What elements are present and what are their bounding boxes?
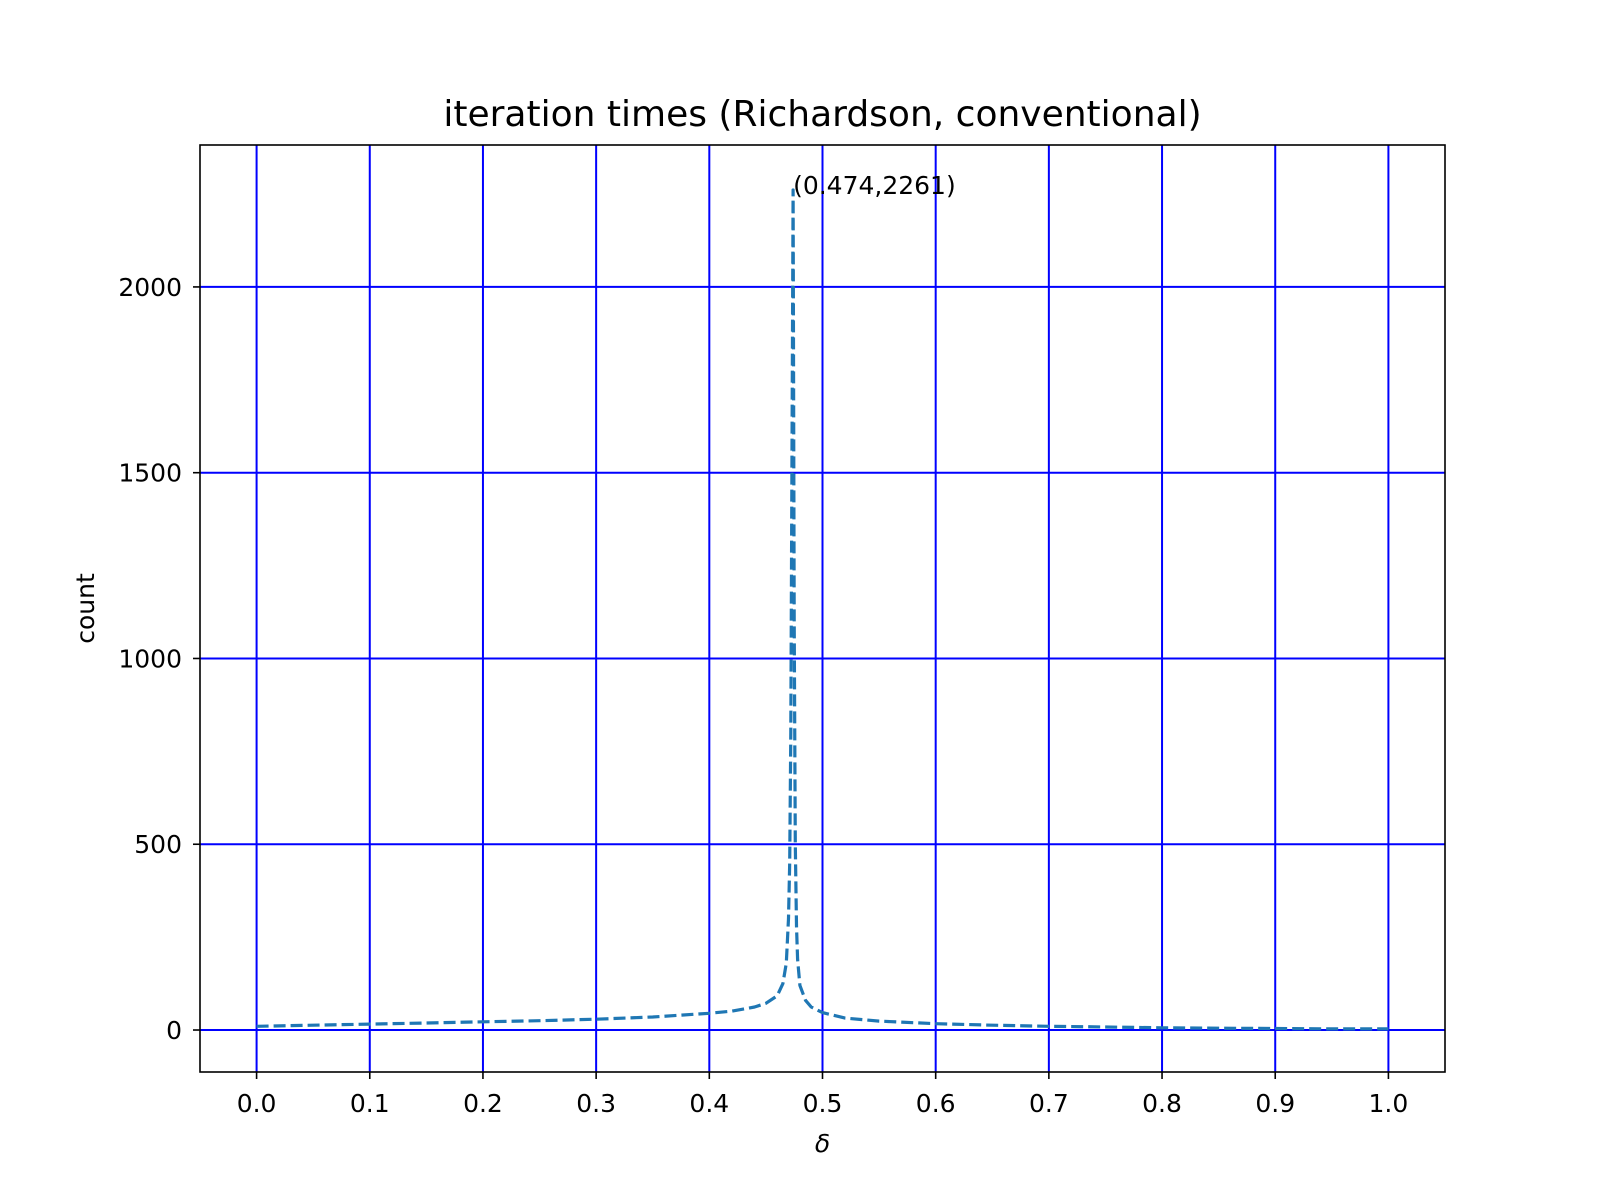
x-tick-label: 0.8: [1142, 1089, 1182, 1118]
x-tick-label: 0.9: [1255, 1089, 1295, 1118]
peak-annotation: (0.474,2261): [793, 171, 956, 200]
y-tick-label: 0: [166, 1016, 182, 1045]
y-tick-label: 500: [134, 830, 182, 859]
series-line: [256, 188, 1389, 1031]
chart-title: iteration times (Richardson, conventiona…: [443, 94, 1201, 135]
x-tick-label: 0.6: [916, 1089, 956, 1118]
y-tick-label: 1000: [118, 644, 182, 673]
y-tick-label: 2000: [118, 273, 182, 302]
x-tick-label: 1.0: [1369, 1089, 1409, 1118]
x-tick-label: 0.5: [803, 1089, 843, 1118]
x-tick-label: 0.3: [576, 1089, 616, 1118]
y-tick-label: 1500: [118, 459, 182, 488]
x-tick-label: 0.0: [237, 1089, 277, 1118]
x-axis-label: δ: [815, 1129, 830, 1158]
x-tick-label: 0.7: [1029, 1089, 1069, 1118]
ticks: 0.0 0.1 0.2 0.3 0.4 0.5 0.6 0.7 0.8 0.9 1.0 0 500 100…: [118, 273, 1408, 1118]
x-tick-label: 0.1: [350, 1089, 390, 1118]
x-tick-label: 0.4: [689, 1089, 729, 1118]
grid: [200, 145, 1445, 1072]
series-layer: [256, 188, 1389, 1031]
x-tick-label: 0.2: [463, 1089, 503, 1118]
annotations: (0.474,2261): [793, 171, 956, 200]
y-axis-label: count: [71, 573, 100, 644]
